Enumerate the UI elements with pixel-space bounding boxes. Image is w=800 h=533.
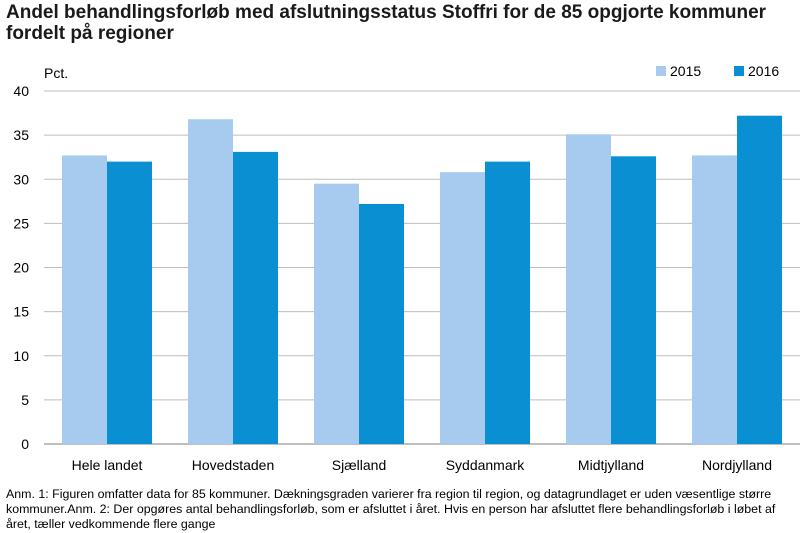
- y-tick-label: 20: [13, 260, 29, 276]
- gridlines: [44, 90, 800, 445]
- y-tick-label: 0: [21, 436, 29, 452]
- x-tick-label: Nordjylland: [702, 457, 772, 473]
- y-tick-label: 30: [13, 171, 29, 187]
- chart-title: Andel behandlingsforløb med afslutningss…: [6, 2, 767, 44]
- chart-notes: Anm. 1: Figuren omfatter data for 85 kom…: [6, 487, 776, 531]
- legend-swatch-2015: [656, 66, 666, 76]
- y-tick-label: 15: [13, 304, 29, 320]
- bars: [62, 115, 782, 445]
- bar-chart: 0 5 10 15 20 25 30 35 40 Hele landet Hovedstaden S…: [13, 63, 800, 473]
- bar-2016-3: [485, 161, 530, 444]
- y-unit-label: Pct.: [44, 65, 68, 81]
- legend-label-2016: 2016: [748, 63, 779, 79]
- legend-label-2015: 2015: [670, 63, 701, 79]
- bar-2016-1: [233, 151, 278, 444]
- x-tick-label: Syddanmark: [446, 457, 526, 473]
- x-tick-label: Sjælland: [332, 457, 386, 473]
- x-tick-label: Hovedstaden: [192, 457, 275, 473]
- bar-2016-0: [107, 161, 152, 444]
- y-tick-label: 25: [13, 215, 29, 231]
- legend: 2015 2016: [656, 63, 779, 79]
- legend-swatch-2016: [734, 66, 744, 76]
- bar-2015-5: [692, 155, 737, 445]
- y-tick-label: 10: [13, 348, 29, 364]
- bar-2015-4: [566, 134, 611, 444]
- y-tick-label: 40: [13, 83, 29, 99]
- bar-2015-1: [188, 119, 233, 445]
- bar-2016-2: [359, 203, 404, 444]
- y-axis-ticks: 0 5 10 15 20 25 30 35 40: [13, 83, 29, 452]
- bar-2015-2: [314, 183, 359, 444]
- x-tick-label: Midtjylland: [578, 457, 644, 473]
- y-tick-label: 35: [13, 127, 29, 143]
- bar-2016-4: [611, 156, 656, 444]
- bar-2016-5: [737, 115, 782, 445]
- bar-2015-0: [62, 155, 107, 445]
- bar-2015-3: [440, 172, 485, 444]
- x-tick-label: Hele landet: [72, 457, 143, 473]
- y-tick-label: 5: [21, 392, 29, 408]
- x-axis-ticks: Hele landet Hovedstaden Sjælland Syddanmark…: [72, 457, 772, 473]
